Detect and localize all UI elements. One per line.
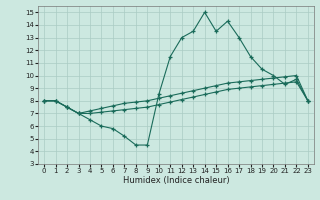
X-axis label: Humidex (Indice chaleur): Humidex (Indice chaleur) [123,176,229,185]
